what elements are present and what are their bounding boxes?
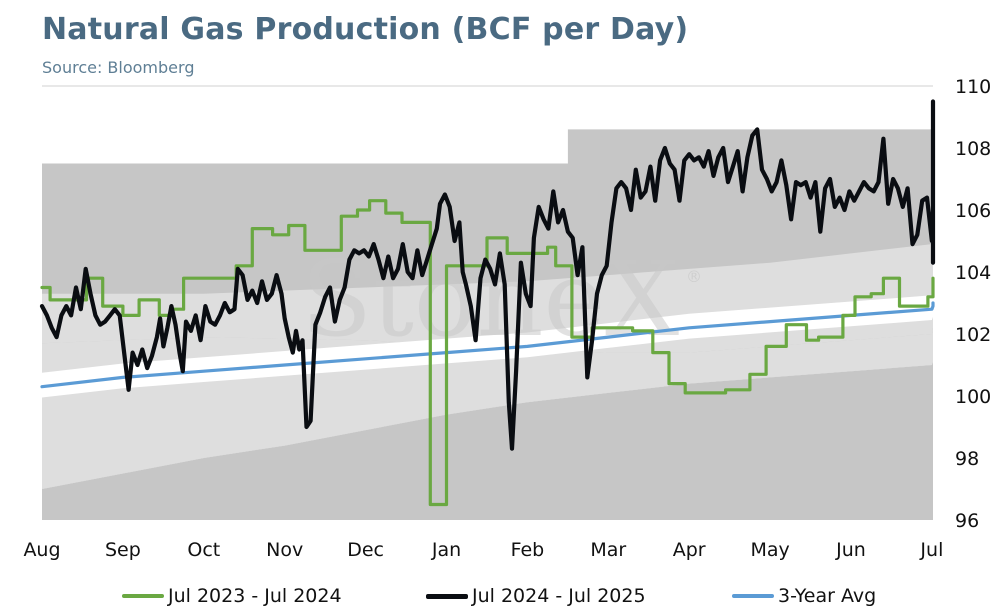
- x-tick-label: Aug: [23, 539, 60, 561]
- series-lines: [39, 99, 936, 507]
- legend-swatch-green: [122, 594, 164, 598]
- legend-label: 3-Year Avg: [778, 585, 877, 607]
- x-tick-label: Nov: [266, 539, 303, 561]
- x-tick-label: Sep: [105, 539, 141, 561]
- y-tick-label: 110: [955, 76, 991, 98]
- watermark-logo: StoneX ®: [301, 238, 702, 360]
- y-tick-label: 96: [955, 510, 979, 532]
- x-axis-ticks: Aug Sep Oct Nov Dec Jan Feb Mar Apr May Jun Jul: [23, 539, 943, 561]
- x-tick-label: Apr: [673, 539, 706, 561]
- chart-legend: Jul 2023 - Jul 2024 Jul 2024 - Jul 2025 …: [0, 582, 994, 610]
- legend-label: Jul 2023 - Jul 2024: [168, 585, 342, 607]
- watermark-registered-mark: ®: [686, 267, 702, 286]
- x-tick-label: Jan: [431, 539, 461, 561]
- y-tick-label: 108: [955, 138, 991, 160]
- x-tick-label: Feb: [511, 539, 545, 561]
- x-tick-label: Dec: [347, 539, 384, 561]
- chart-title: Natural Gas Production (BCF per Day): [42, 12, 689, 47]
- y-tick-label: 102: [955, 324, 991, 346]
- x-tick-label: Oct: [187, 539, 220, 561]
- x-tick-label: Mar: [590, 539, 626, 561]
- watermark-text: StoneX: [301, 238, 679, 360]
- series-line-1: [39, 99, 936, 451]
- chart-subtitle: Source: Bloomberg: [42, 58, 195, 77]
- series-line-2: [40, 301, 935, 389]
- y-tick-label: 100: [955, 386, 991, 408]
- chart-svg: StoneX ® Aug Sep Oct Nov Dec Jan Feb Mar Apr May J…: [23, 76, 991, 561]
- series-line-0: [40, 199, 935, 507]
- y-axis-ticks: 96 98 100 102 104 106 108 110: [955, 76, 991, 532]
- band-center: [42, 292, 933, 398]
- y-tick-label: 98: [955, 448, 979, 470]
- legend-swatch-black: [426, 593, 468, 599]
- y-tick-label: 104: [955, 262, 991, 284]
- x-tick-label: Jul: [919, 539, 943, 561]
- legend-label: Jul 2024 - Jul 2025: [472, 585, 646, 607]
- legend-item-black[interactable]: Jul 2024 - Jul 2025: [426, 582, 646, 610]
- legend-item-green[interactable]: Jul 2023 - Jul 2024: [122, 582, 342, 610]
- legend-item-blue[interactable]: 3-Year Avg: [732, 582, 876, 610]
- y-tick-label: 106: [955, 200, 991, 222]
- x-tick-label: May: [750, 539, 789, 561]
- x-tick-label: Jun: [835, 539, 866, 561]
- band-outer-lower: [42, 361, 933, 520]
- legend-swatch-blue: [732, 594, 774, 598]
